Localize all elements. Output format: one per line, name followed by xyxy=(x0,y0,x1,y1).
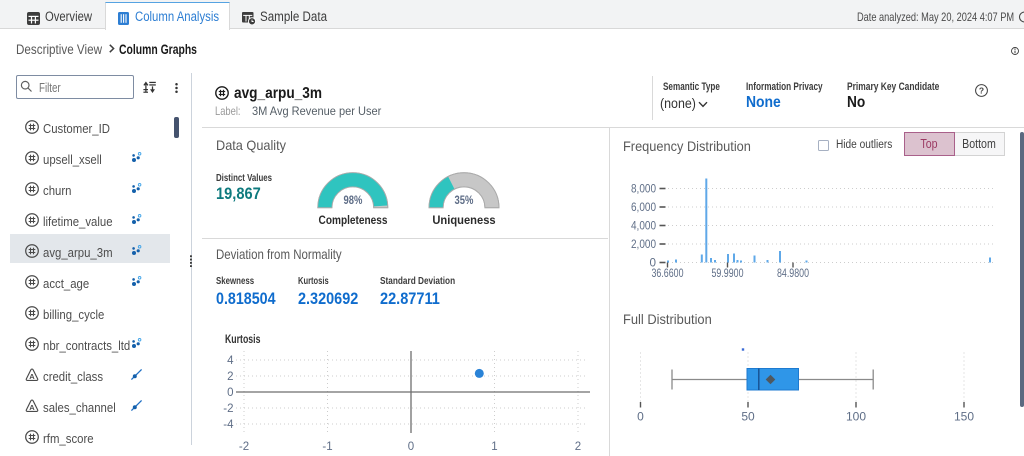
svg-text:84.9800: 84.9800 xyxy=(777,268,809,280)
svg-text:A: A xyxy=(29,372,35,381)
svg-text:4,000: 4,000 xyxy=(631,221,656,233)
svg-text:-4: -4 xyxy=(223,419,234,431)
svg-text:1: 1 xyxy=(491,441,497,453)
svg-text:-2: -2 xyxy=(239,441,249,453)
svg-text:50: 50 xyxy=(741,410,755,424)
svg-text:0: 0 xyxy=(650,258,657,270)
svg-text:8,000: 8,000 xyxy=(631,184,656,196)
svg-text:150: 150 xyxy=(954,410,974,424)
svg-text:0: 0 xyxy=(408,441,414,453)
svg-text:?: ? xyxy=(979,86,984,96)
svg-text:6,000: 6,000 xyxy=(631,202,656,214)
svg-text:2: 2 xyxy=(227,371,233,383)
svg-text:100: 100 xyxy=(846,410,866,424)
svg-text:A: A xyxy=(29,403,35,412)
svg-text:2,000: 2,000 xyxy=(631,239,656,251)
svg-text:2: 2 xyxy=(575,441,581,453)
svg-text:4: 4 xyxy=(227,355,234,367)
svg-text:-1: -1 xyxy=(322,441,332,453)
svg-text:0: 0 xyxy=(227,387,233,399)
svg-text:36.6600: 36.6600 xyxy=(652,268,684,280)
svg-text:-2: -2 xyxy=(223,403,233,415)
svg-text:0: 0 xyxy=(637,410,644,424)
svg-text:59.9900: 59.9900 xyxy=(712,268,744,280)
